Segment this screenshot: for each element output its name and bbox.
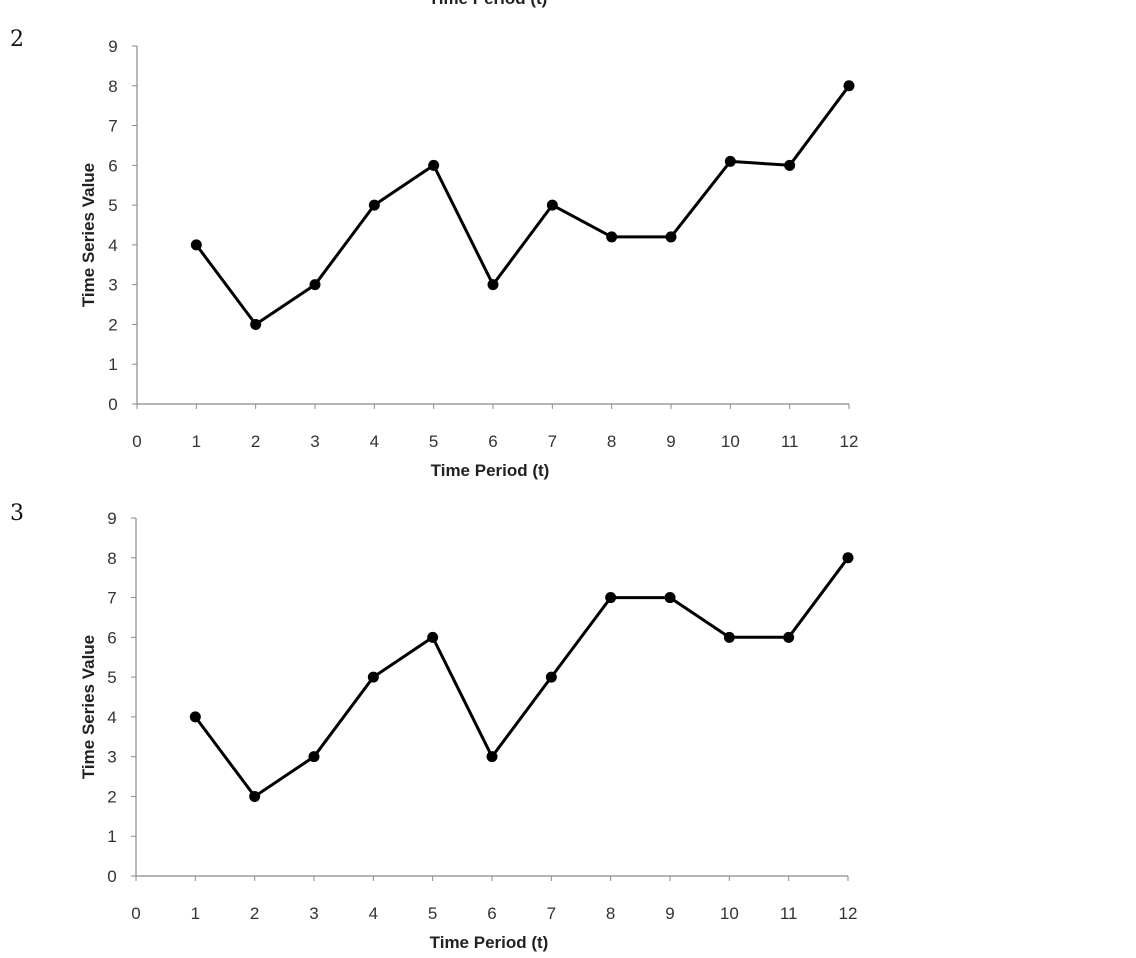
y-tick-label: 1 xyxy=(108,355,117,374)
x-tick-label: 2 xyxy=(251,432,260,451)
x-tick-label: 4 xyxy=(370,432,379,451)
x-tick-label: 3 xyxy=(310,432,319,451)
data-point xyxy=(783,631,795,643)
y-tick-label: 2 xyxy=(108,315,117,334)
data-point xyxy=(545,671,557,683)
y-tick-label: 9 xyxy=(108,37,117,56)
data-point xyxy=(665,231,677,243)
data-point xyxy=(308,751,320,763)
panel-number: 2 xyxy=(10,27,24,52)
x-tick-label: 2 xyxy=(250,904,259,923)
series-line xyxy=(194,556,850,798)
series-line xyxy=(195,84,851,326)
data-point xyxy=(190,239,202,251)
x-tick-label: 9 xyxy=(666,432,675,451)
x-tick-label: 6 xyxy=(488,432,497,451)
x-tick-label: 11 xyxy=(781,432,799,451)
x-axis-title: Time Period (t) xyxy=(430,933,549,952)
data-point xyxy=(606,231,618,243)
x-tick-label: 0 xyxy=(131,904,140,923)
data-point xyxy=(723,631,735,643)
x-tick-label: 12 xyxy=(840,432,859,451)
y-tick-label: 8 xyxy=(107,549,116,568)
y-tick-label: 7 xyxy=(107,589,116,608)
data-point xyxy=(842,552,854,564)
y-tick-label: 4 xyxy=(107,708,116,727)
data-point xyxy=(664,592,676,604)
data-point xyxy=(546,199,558,211)
data-point xyxy=(249,790,261,802)
y-axis-title: Time Series Value xyxy=(79,635,98,779)
data-point xyxy=(724,155,736,167)
y-tick-label: 6 xyxy=(108,156,117,175)
x-tick-label: 5 xyxy=(428,904,437,923)
y-tick-label: 6 xyxy=(107,628,116,647)
y-tick-label: 5 xyxy=(107,668,116,687)
x-tick-label: 8 xyxy=(607,432,616,451)
x-tick-label: 7 xyxy=(548,432,557,451)
data-point xyxy=(309,279,321,291)
data-point xyxy=(605,592,617,604)
x-tick-label: 10 xyxy=(721,432,740,451)
x-tick-label: 6 xyxy=(487,904,496,923)
x-tick-label: 8 xyxy=(606,904,615,923)
y-tick-label: 3 xyxy=(108,276,117,295)
x-tick-label: 11 xyxy=(780,904,798,923)
y-tick-label: 3 xyxy=(107,748,116,767)
data-point xyxy=(367,671,379,683)
y-tick-label: 0 xyxy=(107,867,116,886)
cut-off-axis-title: Time Period (t) xyxy=(429,0,548,8)
x-tick-label: 9 xyxy=(665,904,674,923)
x-tick-label: 1 xyxy=(191,904,200,923)
x-tick-label: 4 xyxy=(369,904,378,923)
y-tick-label: 9 xyxy=(107,509,116,528)
panel-number: 3 xyxy=(10,501,24,526)
x-tick-label: 0 xyxy=(132,432,141,451)
x-tick-label: 10 xyxy=(720,904,739,923)
y-tick-label: 8 xyxy=(108,77,117,96)
x-tick-label: 12 xyxy=(839,904,858,923)
y-tick-label: 7 xyxy=(108,117,117,136)
y-tick-label: 5 xyxy=(108,196,117,215)
data-point xyxy=(843,80,855,92)
data-point xyxy=(250,318,262,330)
data-point xyxy=(368,199,380,211)
x-tick-label: 3 xyxy=(309,904,318,923)
y-axis-title: Time Series Value xyxy=(79,163,98,307)
x-tick-label: 5 xyxy=(429,432,438,451)
x-axis-title: Time Period (t) xyxy=(431,461,550,480)
y-tick-label: 2 xyxy=(107,787,116,806)
x-tick-label: 1 xyxy=(192,432,201,451)
x-tick-label: 7 xyxy=(547,904,556,923)
data-point xyxy=(427,631,439,643)
y-tick-label: 0 xyxy=(108,395,117,414)
y-tick-label: 4 xyxy=(108,236,117,255)
data-point xyxy=(784,159,796,171)
data-point xyxy=(428,159,440,171)
y-tick-label: 1 xyxy=(107,827,116,846)
data-point xyxy=(189,711,201,723)
data-point xyxy=(486,751,498,763)
data-point xyxy=(487,279,499,291)
